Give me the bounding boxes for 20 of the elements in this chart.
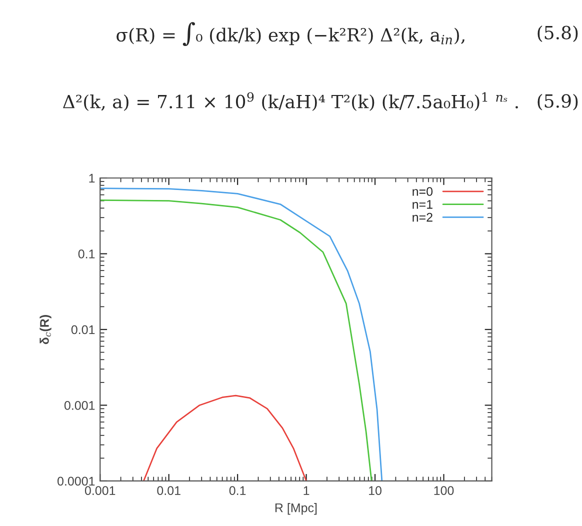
y-tick-label: 0.01 bbox=[71, 325, 95, 334]
y-tick-label: 1 bbox=[89, 174, 95, 183]
x-tick-label: 0.1 bbox=[229, 486, 246, 496]
x-axis-title: R [Mpc] bbox=[275, 503, 317, 515]
text: (5.9) bbox=[538, 94, 578, 110]
text: (5.8) bbox=[538, 25, 578, 42]
y-tick-label: 0.001 bbox=[64, 401, 95, 410]
x-tick-label: 1 bbox=[304, 486, 310, 495]
y-tick-label: 0.1 bbox=[78, 250, 95, 258]
x-tick-label: 0.001 bbox=[84, 486, 116, 496]
x-tick-label: 100 bbox=[434, 486, 454, 496]
x-tick-label: 0.01 bbox=[157, 486, 180, 496]
y-axis-title: δ$_{c}$(R) bbox=[40, 315, 52, 344]
x-tick-label: 10 bbox=[369, 486, 382, 496]
text: σ(R) = ∫₀ (dk/k) exp (−k²R²) Δ²(k, a$_{in}$), bbox=[116, 22, 464, 46]
y-tick-label: 0.0001 bbox=[58, 476, 95, 486]
legend-label: n=1 bbox=[412, 200, 432, 209]
legend-label: n=0 bbox=[412, 187, 433, 196]
text: Δ²(k, a) = 7.11 × 10$^{9}$ (k/aH)⁴ T²(k) (k/7.5a₀H₀)$^{1 nₛ}$ . bbox=[63, 92, 518, 111]
legend-label: n=2 bbox=[412, 212, 432, 222]
